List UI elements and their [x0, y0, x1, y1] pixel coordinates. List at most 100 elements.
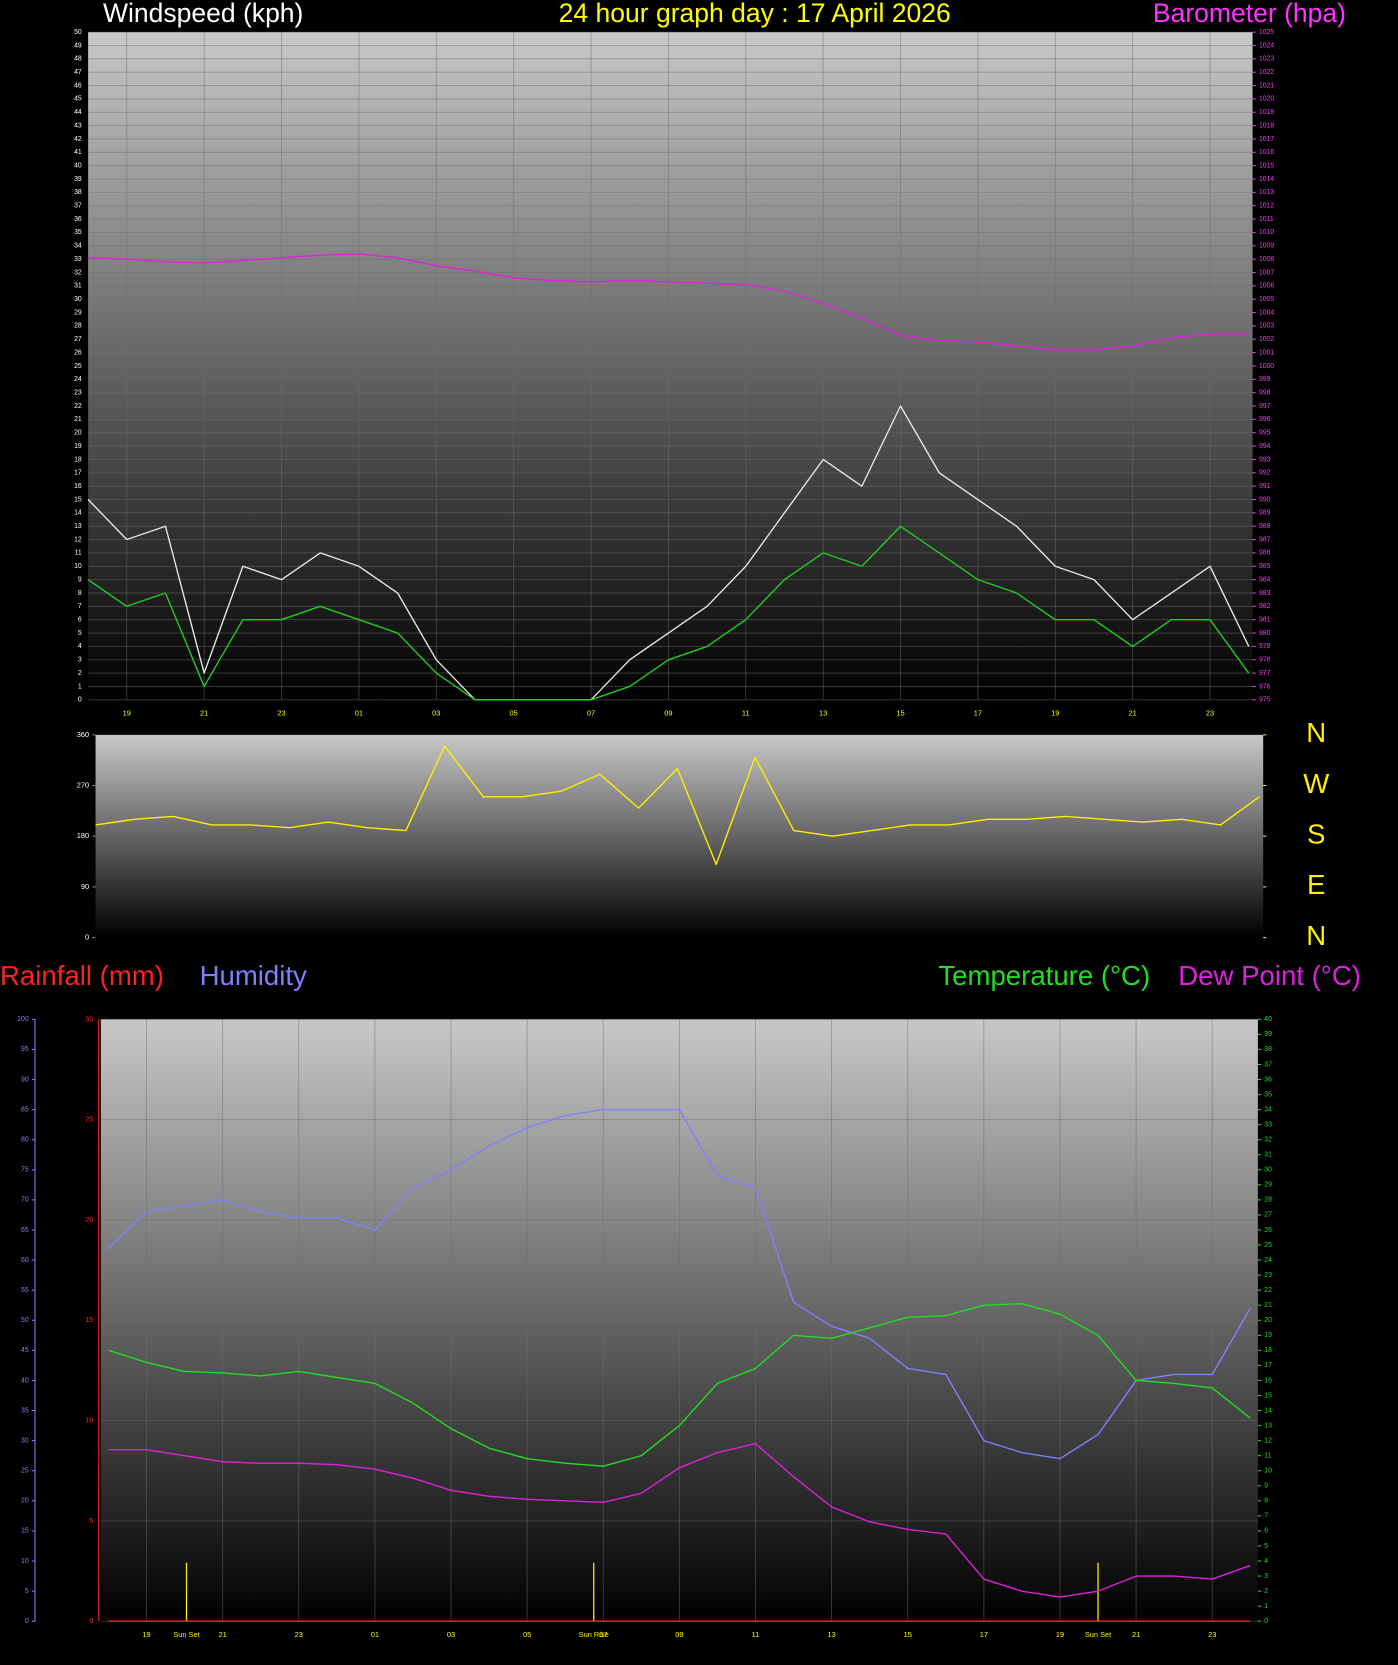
y2-tick-label: 1021 [1259, 82, 1274, 89]
y-tick-label: 14 [74, 510, 82, 517]
x-tick-label: 21 [1132, 1630, 1140, 1639]
y-tick-label: 34 [74, 243, 82, 250]
y2-tick-label: 983 [1259, 590, 1271, 597]
y2-tick-label: 981 [1259, 617, 1271, 624]
y2-tick-label: 35 [1264, 1091, 1272, 1098]
x-tick-label: 17 [974, 709, 982, 718]
y-tick-label: 2 [78, 670, 82, 677]
y2-tick-label: 0 [1264, 1618, 1268, 1625]
legend-label: Rainfall (mm) [0, 960, 164, 991]
x-tick-label: 19 [123, 709, 131, 718]
y3-tick-label: 100 [17, 1016, 29, 1023]
y3-tick-label: 10 [21, 1558, 29, 1565]
y3-tick-label: 90 [21, 1076, 29, 1083]
y2-tick-label: 1 [1264, 1603, 1268, 1610]
x-tick-label: 05 [523, 1630, 531, 1639]
x-tick-label: 01 [371, 1630, 379, 1639]
y3-tick-label: 50 [21, 1317, 29, 1324]
series-line [87, 405, 1250, 701]
y-tick-label: 45 [74, 96, 82, 103]
x-tick-label: 23 [277, 709, 285, 718]
y2-tick-label: 985 [1259, 563, 1271, 570]
x-tick-label: 19 [1051, 709, 1059, 718]
y-tick-label: 9 [78, 576, 82, 583]
y2-tick-label: 1006 [1259, 283, 1274, 290]
y-tick-label: 42 [74, 136, 82, 143]
y2-tick-label: 1009 [1259, 243, 1274, 250]
y2-tick-label: 33 [1264, 1121, 1272, 1128]
y2-tick-label: 993 [1259, 456, 1271, 463]
y2-tick-label: 26 [1264, 1227, 1272, 1234]
y2-tick-label: 6 [1264, 1528, 1268, 1535]
y2-tick-label: 1014 [1259, 176, 1274, 183]
x-tick-label: 19 [142, 1630, 150, 1639]
y-tick-label: 23 [74, 389, 82, 396]
y2-tick-label: 1000 [1259, 363, 1274, 370]
y2-tick-label: 7 [1264, 1513, 1268, 1520]
series-line [95, 745, 1260, 866]
y2-tick-label: 1008 [1259, 256, 1274, 263]
x-tick-label: 23 [295, 1630, 303, 1639]
y2-tick-label: 991 [1259, 483, 1271, 490]
y2-tick-label: 28 [1264, 1197, 1272, 1204]
x-tick-label: 07 [599, 1630, 607, 1639]
y2-tick-label: 19 [1264, 1332, 1272, 1339]
y2-tick-label: E [1307, 869, 1325, 900]
y-tick-label: 50 [74, 29, 82, 36]
x-tick-label: 19 [1056, 1630, 1064, 1639]
y2-tick-label: 986 [1259, 550, 1271, 557]
y-tick-label: 17 [74, 470, 82, 477]
series-line [108, 1442, 1251, 1598]
y-tick-label: 16 [74, 483, 82, 490]
y-tick-label: 5 [89, 1516, 93, 1525]
y-tick-label: 49 [74, 42, 82, 49]
x-tick-label: 21 [219, 1630, 227, 1639]
x-tick-label: 23 [1206, 709, 1214, 718]
y2-tick-label: 979 [1259, 643, 1271, 650]
y2-tick-label: 1020 [1259, 96, 1274, 103]
y-tick-label: 7 [78, 603, 82, 610]
x-tick-label: 09 [664, 709, 672, 718]
x-tick-label: 23 [1208, 1630, 1216, 1639]
y2-tick-label: 1011 [1259, 216, 1274, 223]
y2-tick-label: 25 [1264, 1242, 1272, 1249]
y-tick-label: 20 [85, 1215, 93, 1224]
y2-tick-label: 36 [1264, 1076, 1272, 1083]
y-tick-label: 1 [78, 683, 82, 690]
y-tick-label: 25 [85, 1115, 93, 1124]
y-tick-label: 6 [78, 617, 82, 624]
x-tick-label: 13 [819, 709, 827, 718]
x-tick-label: 15 [904, 1630, 912, 1639]
y-tick-label: 26 [74, 349, 82, 356]
y2-tick-label: 40 [1264, 1016, 1272, 1023]
x-tick-label: 11 [742, 709, 750, 718]
x-tick-label: 05 [510, 709, 518, 718]
y3-tick-label: 35 [21, 1407, 29, 1414]
x-tick-label: 09 [675, 1630, 683, 1639]
y-tick-label: 90 [81, 882, 89, 891]
y2-tick-label: 29 [1264, 1182, 1272, 1189]
y2-tick-label: 13 [1264, 1422, 1272, 1429]
y-tick-label: 29 [74, 309, 82, 316]
y2-tick-label: 1005 [1259, 296, 1274, 303]
y3-tick-label: 95 [21, 1046, 29, 1053]
y2-tick-label: 24 [1264, 1257, 1272, 1264]
y2-tick-label: 982 [1259, 603, 1271, 610]
x-tick-label: 03 [432, 709, 440, 718]
y2-tick-label: 997 [1259, 403, 1271, 410]
y-tick-label: 0 [85, 933, 89, 942]
y-tick-label: 31 [74, 283, 82, 290]
y-tick-label: 10 [85, 1416, 93, 1425]
y3-tick-label: 65 [21, 1227, 29, 1234]
y2-tick-label: 1023 [1259, 56, 1274, 63]
y2-tick-label: 1022 [1259, 69, 1274, 76]
y-tick-label: 47 [74, 69, 82, 76]
y2-tick-label: 1024 [1259, 42, 1274, 49]
x-tick-label: 03 [447, 1630, 455, 1639]
y2-tick-label: 980 [1259, 630, 1271, 637]
y3-tick-label: 80 [21, 1137, 29, 1144]
y2-tick-label: 984 [1259, 576, 1271, 583]
y3-tick-label: 60 [21, 1257, 29, 1264]
y-tick-label: 30 [74, 296, 82, 303]
y2-tick-label: 1017 [1259, 136, 1274, 143]
